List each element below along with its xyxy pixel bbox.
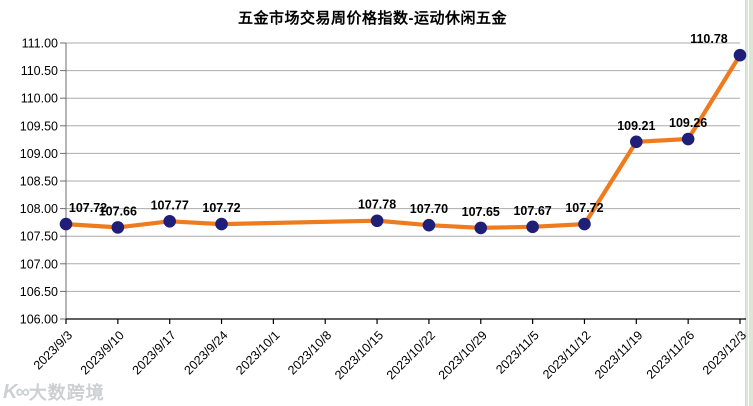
data-point-label: 107.67: [513, 204, 551, 218]
data-point-marker: [526, 220, 539, 234]
x-axis-tick-label: 2023/10/22: [384, 328, 438, 382]
y-axis-tick-label: 109.00: [20, 147, 58, 161]
data-point-label: 109.21: [617, 119, 655, 133]
x-axis-tick-label: 2023/12/3: [700, 328, 749, 377]
data-point-marker: [733, 48, 747, 62]
data-point-marker: [422, 218, 436, 232]
data-point-label: 107.66: [99, 204, 137, 218]
y-axis-tick-label: 107.50: [20, 230, 58, 244]
spreadsheet-column-strip: [745, 0, 753, 406]
data-point-label: 107.72: [565, 201, 603, 215]
chart-title: 五金市场交易周价格指数-运动休闲五金: [238, 10, 507, 27]
y-axis-tick-label: 107.00: [20, 257, 58, 271]
data-point-label: 107.72: [202, 201, 240, 215]
x-axis-tick-label: 2023/10/29: [436, 328, 490, 382]
y-axis-tick-label: 106.50: [20, 285, 58, 299]
data-point-label: 107.65: [462, 205, 500, 219]
data-point-label: 107.72: [69, 201, 107, 215]
y-axis-tick-label: 110.00: [21, 92, 58, 106]
series-line: [63, 53, 743, 230]
y-axis-tick-label: 108.50: [20, 175, 58, 189]
data-point-marker: [681, 132, 695, 146]
x-axis-tick-label: 2023/10/1: [233, 328, 282, 377]
x-axis-tick-label: 2023/10/15: [332, 328, 386, 382]
x-axis-tick-label: 2023/9/17: [130, 328, 179, 377]
x-axis-tick-label: 2023/9/3: [31, 328, 75, 372]
x-axis-tick-label: 2023/11/12: [540, 328, 594, 382]
y-axis-tick-label: 111.00: [22, 37, 58, 51]
x-axis-tick-label: 2023/11/26: [644, 328, 698, 382]
y-axis-tick-label: 108.00: [20, 202, 58, 216]
data-point-label: 109.26: [669, 116, 707, 130]
data-point-marker: [370, 214, 384, 228]
data-point-marker: [474, 221, 488, 235]
data-point-marker: [59, 217, 73, 231]
data-point-label: 110.78: [690, 32, 728, 46]
y-axis-tick-label: 106.00: [20, 313, 58, 327]
x-axis-tick-label: 2023/10/8: [285, 328, 334, 377]
x-axis-tick-label: 2023/11/19: [592, 328, 646, 382]
data-point-marker: [163, 214, 176, 228]
y-axis-tick-label: 110.50: [21, 64, 58, 78]
data-point-marker: [215, 217, 228, 231]
data-point-label: 107.78: [358, 198, 396, 212]
data-point-label: 107.70: [410, 202, 448, 216]
data-point-marker: [630, 135, 643, 149]
y-axis-tick-label: 109.50: [20, 119, 58, 133]
data-point-label: 107.77: [151, 198, 189, 212]
data-point-marker: [111, 221, 125, 234]
data-point-marker: [578, 217, 591, 231]
x-axis-tick-label: 2023/9/24: [181, 328, 230, 377]
x-axis-tick-label: 2023/11/5: [493, 328, 542, 377]
x-axis-tick-label: 2023/9/10: [78, 328, 127, 377]
